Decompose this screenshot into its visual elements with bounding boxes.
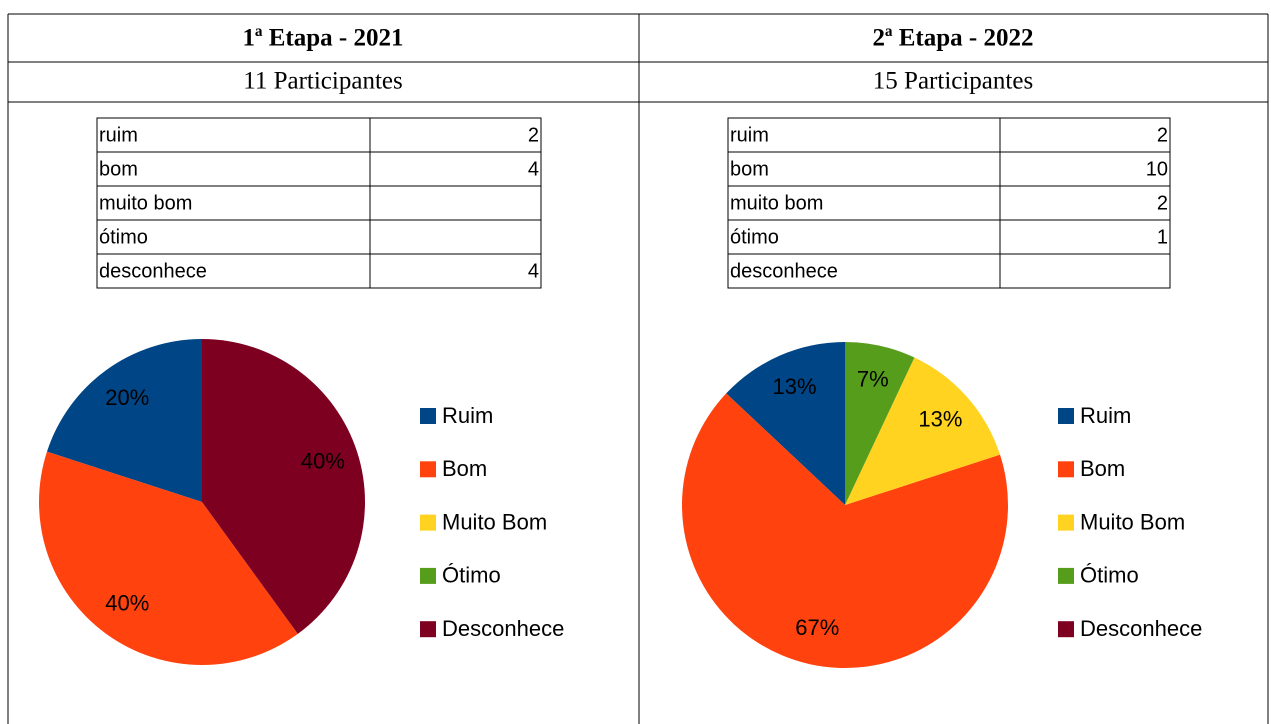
pie-slice bbox=[202, 339, 365, 634]
table-label: muito bom bbox=[730, 192, 823, 214]
legend-swatch bbox=[1058, 567, 1074, 584]
legend-label: Ruim bbox=[1080, 403, 1131, 428]
legend-swatch bbox=[420, 514, 436, 531]
table-label: ótimo bbox=[730, 226, 779, 248]
column-title: 2ª Etapa - 2022 bbox=[873, 25, 1034, 52]
pie-slice bbox=[681, 393, 1008, 668]
data-label: 67% bbox=[795, 615, 839, 640]
legend-label: Desconhece bbox=[442, 616, 564, 641]
data-label: 40% bbox=[105, 591, 149, 616]
table-cell bbox=[369, 185, 542, 221]
legend-label: Ótimo bbox=[442, 563, 501, 588]
table-cell bbox=[96, 117, 371, 153]
legend-swatch bbox=[1058, 514, 1074, 531]
table-cell bbox=[999, 117, 1171, 153]
table-cell bbox=[369, 117, 542, 153]
table-label: ótimo bbox=[99, 226, 148, 248]
legend-swatch bbox=[420, 567, 436, 584]
data-label: 20% bbox=[105, 385, 149, 410]
legend-swatch bbox=[1058, 408, 1074, 424]
table-cell bbox=[999, 219, 1171, 255]
legend-label: Muito Bom bbox=[442, 509, 547, 534]
table-label: desconhece bbox=[730, 260, 838, 282]
table-value: 1 bbox=[1157, 226, 1168, 248]
legend-label: Bom bbox=[442, 456, 487, 481]
legend-swatch bbox=[1058, 461, 1074, 478]
pie-slice bbox=[845, 342, 915, 505]
legend-swatch bbox=[1058, 621, 1074, 638]
legend-label: Bom bbox=[1080, 456, 1125, 481]
data-label: 13% bbox=[772, 374, 816, 399]
table-cell bbox=[999, 185, 1171, 221]
data-label: 40% bbox=[301, 449, 345, 474]
table-value: 2 bbox=[528, 124, 539, 146]
legend-label: Ótimo bbox=[1080, 563, 1139, 588]
table-value: 2 bbox=[1157, 124, 1168, 146]
table-label: muito bom bbox=[99, 192, 192, 214]
legend-label: Desconhece bbox=[1080, 616, 1202, 641]
table-label: desconhece bbox=[99, 260, 207, 282]
pie-slice bbox=[39, 451, 298, 665]
table-value: 4 bbox=[528, 260, 539, 282]
table-label: ruim bbox=[99, 124, 138, 146]
participants: 11 Participantes bbox=[243, 68, 402, 95]
table-label: ruim bbox=[730, 124, 769, 146]
legend-label: Ruim bbox=[442, 403, 493, 428]
legend-label: Muito Bom bbox=[1080, 509, 1185, 534]
data-label: 7% bbox=[857, 367, 889, 392]
table-value: 4 bbox=[528, 158, 539, 180]
pie-slice bbox=[46, 339, 203, 502]
legend-swatch bbox=[420, 408, 436, 424]
table-value: 10 bbox=[1146, 158, 1168, 180]
pie-slice bbox=[726, 342, 845, 505]
table-cell bbox=[369, 219, 542, 255]
table-cell bbox=[369, 253, 542, 289]
table-label: bom bbox=[730, 158, 769, 180]
column-title: 1ª Etapa - 2021 bbox=[243, 25, 404, 52]
table-cell bbox=[369, 151, 542, 187]
table-cell bbox=[96, 151, 371, 187]
table-value: 2 bbox=[1157, 192, 1168, 214]
table-cell bbox=[999, 151, 1171, 187]
outer-table bbox=[7, 13, 1269, 724]
legend-swatch bbox=[420, 461, 436, 478]
pie-slice bbox=[845, 357, 1001, 505]
table-cell bbox=[999, 253, 1171, 289]
table-label: bom bbox=[99, 158, 138, 180]
participants: 15 Participantes bbox=[873, 68, 1033, 95]
data-table bbox=[727, 117, 1171, 289]
data-label: 13% bbox=[918, 407, 962, 432]
legend-swatch bbox=[420, 621, 436, 638]
data-table bbox=[96, 117, 542, 289]
